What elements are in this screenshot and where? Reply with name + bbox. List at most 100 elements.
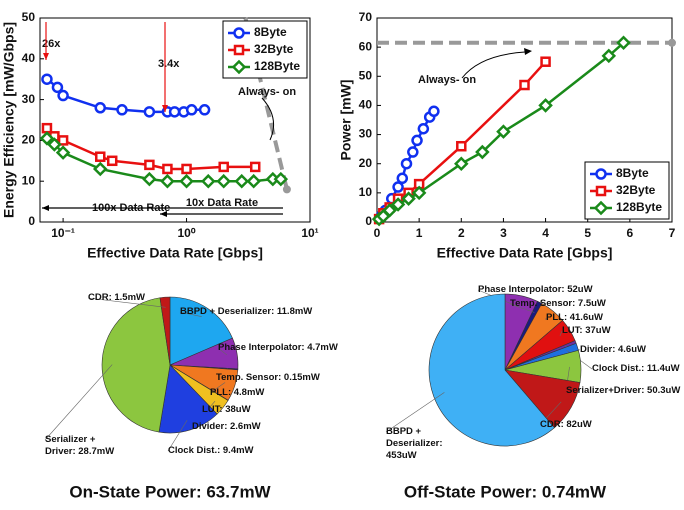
annotation: 3.4x xyxy=(158,58,180,70)
data-point xyxy=(92,161,108,177)
y-tick-label: 50 xyxy=(22,10,36,24)
data-point xyxy=(401,191,416,206)
data-point xyxy=(142,171,157,187)
slice-label: Serializer + Driver: 28.7mW xyxy=(45,434,115,457)
data-point xyxy=(47,137,62,152)
reference-end xyxy=(282,185,291,194)
data-point xyxy=(198,104,211,116)
x-tick-label: 6 xyxy=(627,226,634,240)
data-point xyxy=(407,146,419,158)
slice-label: Divider: 4.6uW xyxy=(580,344,646,355)
y-tick-label: 60 xyxy=(359,39,373,53)
slice-label: Divider: 2.6mW xyxy=(192,421,261,432)
data-point xyxy=(246,173,261,189)
legend-marker xyxy=(233,27,245,39)
x-axis-label: Effective Data Rate [Gbps] xyxy=(437,245,613,261)
x-tick-label: 1 xyxy=(416,226,423,240)
slice-label: Clock Dist.: 9.4mW xyxy=(168,445,254,456)
x-tick-label: 7 xyxy=(669,226,676,240)
legend-label: 128Byte xyxy=(616,200,662,214)
leader-line xyxy=(167,420,188,452)
data-point xyxy=(216,173,231,189)
data-point xyxy=(57,135,69,146)
legend-marker xyxy=(233,44,245,56)
slice-label: Phase Interpolator: 4.7mW xyxy=(218,342,338,353)
legend-marker xyxy=(593,200,609,216)
data-point xyxy=(106,155,118,167)
data-point xyxy=(162,163,173,175)
data-point xyxy=(185,104,198,116)
data-point xyxy=(411,185,427,201)
y-tick-label: 50 xyxy=(359,68,373,82)
legend-marker xyxy=(595,168,607,180)
slice-label: Serializer+Driver: 50.3uW xyxy=(566,385,681,396)
pie-title: On-State Power: 63.7mW xyxy=(69,482,271,501)
arrow xyxy=(261,97,275,141)
data-point xyxy=(396,172,409,185)
annotation: 26x xyxy=(42,38,61,50)
leader-line xyxy=(509,303,535,313)
leader-line xyxy=(385,392,445,433)
y-tick-label: 20 xyxy=(22,133,36,147)
reference-end xyxy=(668,38,676,47)
data-point xyxy=(392,181,404,193)
y-tick-label: 30 xyxy=(22,92,36,106)
x-tick-label: 0 xyxy=(374,226,381,240)
y-tick-label: 30 xyxy=(359,127,373,141)
slice-label: CDR: 82uW xyxy=(540,419,592,430)
legend-label: 8Byte xyxy=(254,25,287,39)
data-point xyxy=(116,104,128,116)
leader-line xyxy=(559,330,563,337)
x-tick-label: 5 xyxy=(584,226,591,240)
y-tick-label: 40 xyxy=(359,98,373,112)
y-axis-label: Energy Efficiency [mW/Gbps] xyxy=(1,22,17,218)
pie-slice xyxy=(101,297,171,433)
y-tick-label: 10 xyxy=(22,173,36,187)
arrow-head xyxy=(42,205,49,211)
data-point xyxy=(94,102,107,114)
slice-label: BBPD + Deserializer: 453uW xyxy=(386,426,443,461)
annotation: Always- on xyxy=(238,86,296,98)
data-point xyxy=(57,89,69,102)
slice-label: PLL: 41.6uW xyxy=(546,312,604,323)
data-point xyxy=(51,81,64,94)
data-point xyxy=(41,122,53,134)
slice-label: LUT: 38uW xyxy=(202,404,251,415)
data-point xyxy=(273,171,289,187)
slice-label: CDR: 1.5mW xyxy=(88,292,146,303)
x-tick-label: 3 xyxy=(500,226,507,240)
x-tick-label: 2 xyxy=(458,226,465,240)
x-tick-label: 10⁻¹ xyxy=(51,226,75,240)
x-tick-label: 10⁰ xyxy=(177,226,195,240)
data-point xyxy=(456,140,467,152)
y-tick-label: 0 xyxy=(365,214,372,228)
data-point xyxy=(168,106,181,118)
data-point xyxy=(95,151,106,162)
x-tick-label: 10¹ xyxy=(301,226,318,240)
arrow-head xyxy=(160,211,167,217)
slice-label: Temp. Sensor: 0.15mW xyxy=(216,372,320,383)
data-point xyxy=(538,98,553,113)
pie-slice xyxy=(159,296,171,366)
data-point xyxy=(417,122,430,135)
y-tick-label: 10 xyxy=(359,185,373,199)
data-point xyxy=(411,134,423,147)
legend-label: 32Byte xyxy=(254,42,294,56)
leader-line xyxy=(217,347,228,356)
y-axis-label: Power [mW] xyxy=(338,80,354,161)
slice-label: BBPD + Deserializer: 11.8mW xyxy=(180,306,313,317)
arrow-head xyxy=(162,105,168,112)
legend-marker xyxy=(231,59,247,75)
data-point xyxy=(181,163,192,175)
legend-label: 128Byte xyxy=(254,59,300,73)
data-point xyxy=(234,173,250,189)
data-point xyxy=(201,173,216,189)
slice-label: LUT: 37uW xyxy=(562,325,611,336)
x-axis-label: Effective Data Rate [Gbps] xyxy=(87,245,263,261)
data-point xyxy=(496,124,511,139)
arrow xyxy=(461,51,526,79)
data-point xyxy=(616,35,631,51)
x-tick-label: 4 xyxy=(542,226,549,240)
